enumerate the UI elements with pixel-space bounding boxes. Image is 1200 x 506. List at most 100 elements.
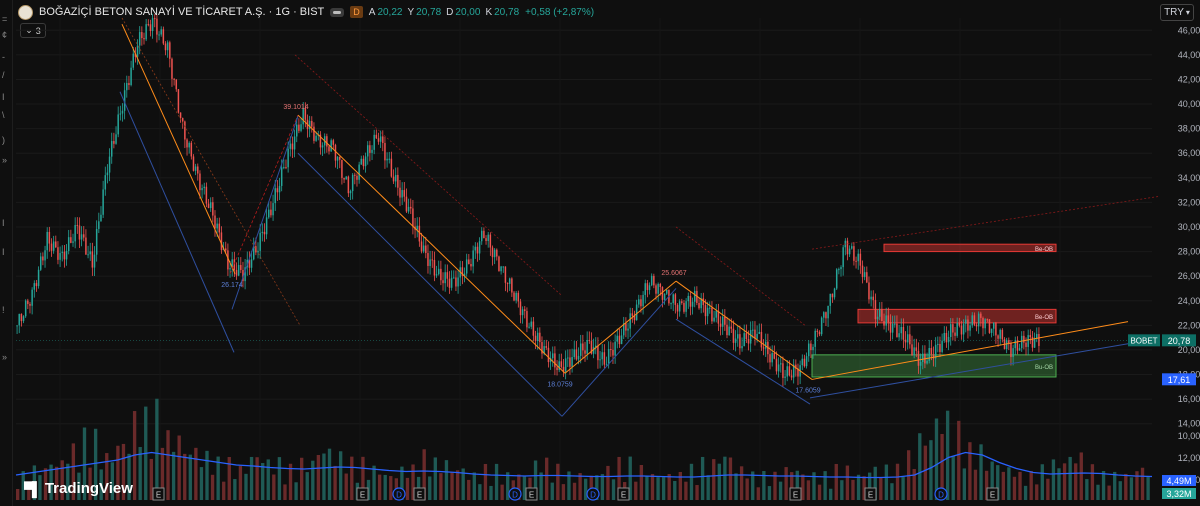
toolbar-tool-icon[interactable]: )	[2, 135, 5, 145]
candle-body	[932, 354, 935, 359]
volume-bar	[606, 465, 610, 500]
candle-body	[954, 332, 956, 336]
candle-body	[541, 342, 543, 354]
volume-bar	[678, 471, 683, 500]
volume-bar	[778, 481, 783, 500]
volume-ma-tag	[1162, 488, 1196, 499]
candle-body	[364, 156, 367, 167]
volume-bar	[88, 467, 92, 500]
candle-body	[444, 272, 446, 284]
volume-bar	[338, 451, 343, 500]
toolbar-tool-icon[interactable]: I	[2, 247, 5, 257]
price-tick-label: 26,00	[1178, 271, 1200, 281]
candle-body	[631, 313, 634, 316]
candle-body	[934, 344, 937, 359]
candle-body	[427, 253, 429, 266]
zone-label: Be-OB	[1035, 247, 1053, 253]
toolbar-tool-icon[interactable]: »	[2, 352, 8, 362]
candle-body	[220, 232, 223, 251]
candle-body	[311, 120, 313, 127]
tradingview-logo[interactable]: ▀▌ TradingView	[24, 480, 133, 497]
candle-body	[698, 302, 700, 309]
candle-body	[971, 315, 973, 326]
symbol-title[interactable]: BOĞAZİÇİ BETON SANAYİ VE TİCARET A.Ş. · …	[39, 6, 325, 18]
candle-body	[326, 136, 328, 147]
candle-body	[977, 313, 980, 327]
candle-body	[539, 332, 541, 343]
candle-body	[476, 246, 479, 254]
candle-body	[93, 254, 96, 268]
volume-bar	[684, 481, 688, 500]
candle-body	[468, 259, 470, 265]
earnings-marker	[356, 487, 369, 501]
toolbar-tool-icon[interactable]: /	[2, 70, 5, 80]
earnings-marker-label: E	[793, 491, 798, 500]
blue-trend-line	[809, 343, 1129, 399]
toolbar-tool-icon[interactable]: »	[2, 155, 8, 165]
candle-body	[965, 319, 967, 324]
market-status-badge[interactable]: D	[350, 6, 363, 18]
candle-body	[117, 114, 119, 135]
candle-body	[543, 346, 545, 354]
candle-body	[76, 225, 79, 227]
candle-body	[504, 266, 507, 283]
ohlc-change: +0,58 (+2,87%)	[525, 6, 595, 18]
toggle-dot-icon[interactable]	[330, 7, 345, 17]
candle-body	[405, 196, 408, 212]
volume-bar	[149, 458, 153, 500]
candle-body	[201, 188, 203, 191]
candle-body	[724, 316, 726, 325]
candle-body	[235, 270, 238, 276]
candle-body	[713, 317, 715, 322]
candle-body	[27, 300, 29, 304]
price-tick-label: 36,00	[1178, 148, 1200, 158]
volume-bar	[54, 466, 59, 500]
candle-body	[773, 353, 776, 359]
toolbar-tool-icon[interactable]: !	[2, 305, 5, 315]
orange-trend-line	[297, 114, 566, 374]
toolbar-tool-icon[interactable]: -	[2, 52, 5, 62]
toolbar-tool-icon[interactable]: =	[2, 14, 8, 24]
candle-body	[980, 313, 982, 318]
dividend-marker	[392, 487, 406, 501]
volume-bar	[611, 479, 616, 500]
candle-body	[528, 326, 530, 328]
toolbar-tool-icon[interactable]: I	[2, 92, 5, 102]
candle-body	[115, 134, 117, 144]
candle-body	[188, 142, 190, 148]
toolbar-tool-icon[interactable]: I	[2, 218, 5, 228]
currency-selector[interactable]: TRY ▾	[1160, 4, 1194, 21]
candle-body	[291, 143, 294, 150]
volume-bar	[561, 484, 566, 500]
volume-bar	[138, 447, 142, 500]
toolbar-tool-icon[interactable]: \	[2, 110, 5, 120]
volume-bar	[400, 466, 404, 500]
candle-body	[248, 259, 251, 268]
candle-body	[216, 223, 218, 229]
volume-bar	[405, 477, 410, 500]
candle-body	[622, 323, 625, 336]
volume-bar	[851, 479, 855, 500]
candle-body	[685, 301, 687, 312]
volume-bar	[32, 465, 37, 500]
candle-body	[937, 343, 939, 345]
candle-body	[863, 272, 866, 278]
candle-body	[726, 324, 728, 336]
candle-body	[351, 174, 354, 192]
candle-body	[179, 112, 182, 119]
candle-body	[939, 343, 941, 352]
candle-body	[227, 250, 229, 270]
candle-body	[683, 302, 685, 312]
volume-bar	[634, 481, 638, 500]
candle-body	[577, 355, 580, 360]
candle-body	[861, 265, 864, 278]
candle-body	[298, 124, 300, 131]
candle-body	[782, 363, 784, 378]
candle-body	[328, 146, 330, 152]
toolbar-tool-icon[interactable]: ¢	[2, 30, 8, 40]
volume-bar	[222, 481, 226, 500]
candle-body	[840, 267, 842, 270]
volume-bar	[1085, 479, 1089, 500]
candle-body	[52, 241, 55, 251]
